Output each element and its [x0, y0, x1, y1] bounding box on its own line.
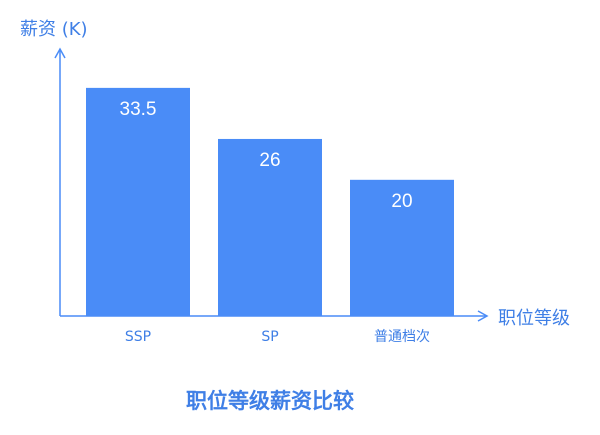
bars: 33.5 SSP 26 SP 20 普通档次 [86, 87, 454, 345]
data-label-0: 33.5 [120, 99, 157, 120]
bar-0 [86, 87, 190, 316]
y-axis-title: 薪资 (K) [20, 19, 88, 40]
bar-2 [350, 179, 454, 316]
bar-1 [218, 138, 322, 316]
x-tick-label-0: SSP [125, 329, 151, 345]
chart-title: 职位等级薪资比较 [186, 389, 354, 413]
data-label-1: 26 [259, 150, 280, 171]
x-tick-label-1: SP [261, 329, 278, 345]
x-axis-title: 职位等级 [498, 308, 570, 329]
x-tick-label-2: 普通档次 [374, 329, 430, 345]
data-label-2: 20 [391, 191, 412, 212]
x-axis-arrow [477, 310, 489, 322]
